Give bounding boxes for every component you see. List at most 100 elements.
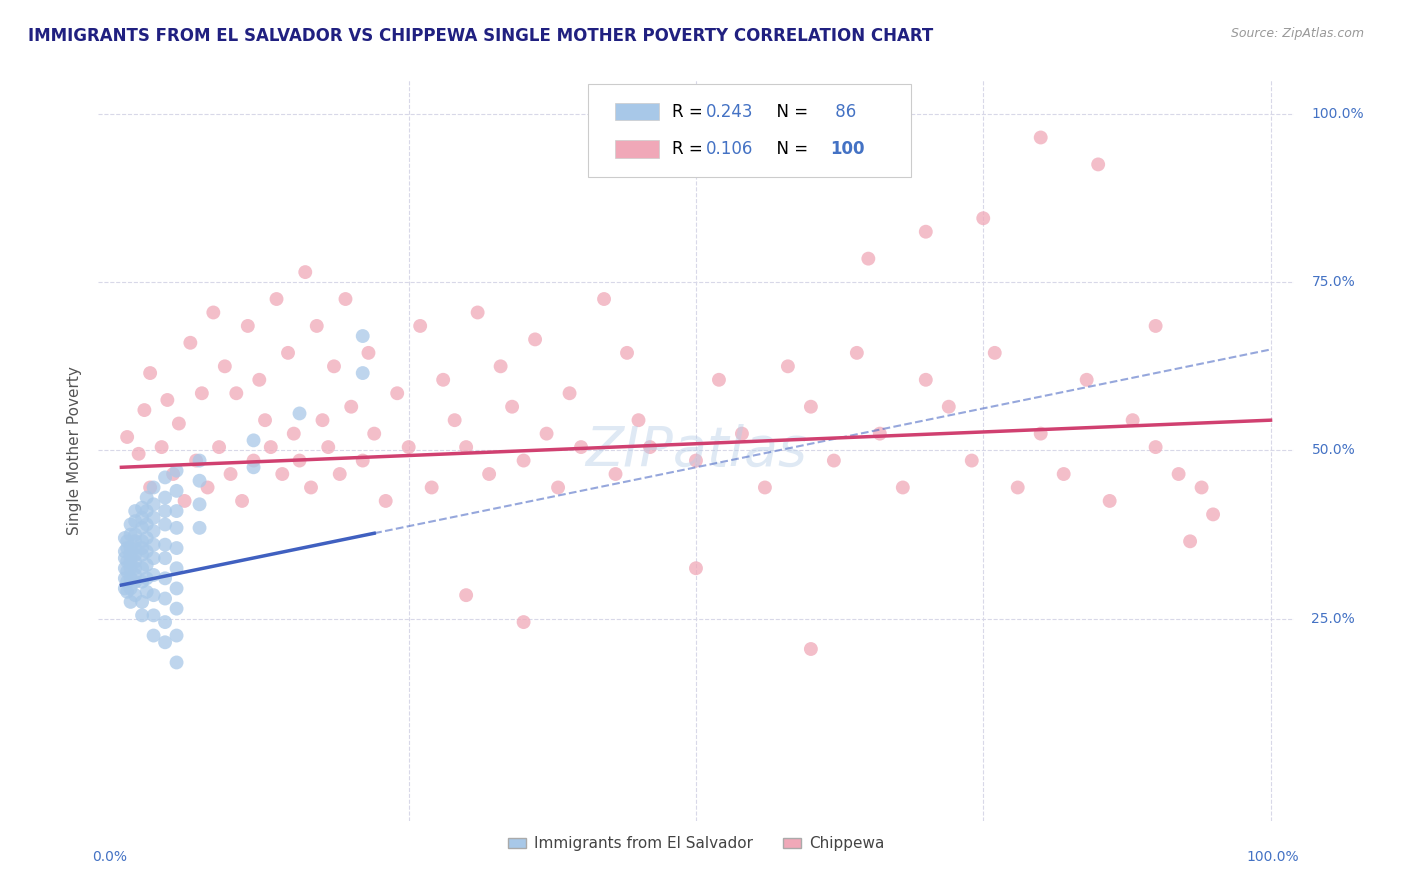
Point [1191, 480, 1213, 494]
Point [179, 335, 201, 350]
Point [188, 474, 211, 488]
Point [214, 359, 236, 374]
Point [131, 595, 153, 609]
Point [134, 403, 156, 417]
Point [569, 440, 592, 454]
Point [166, 504, 188, 518]
Point [131, 548, 153, 562]
Point [114, 571, 136, 585]
Point [869, 426, 891, 441]
Point [131, 608, 153, 623]
Point [131, 510, 153, 524]
Point [131, 574, 153, 589]
Point [124, 568, 146, 582]
Point [357, 346, 380, 360]
Point [124, 541, 146, 555]
Point [558, 386, 581, 401]
Point [135, 584, 157, 599]
Point [316, 440, 339, 454]
Point [914, 373, 936, 387]
Point [142, 480, 165, 494]
Point [329, 467, 352, 481]
Point [385, 386, 409, 401]
Point [254, 413, 277, 427]
Point [456, 440, 478, 454]
Point [685, 453, 707, 467]
Point [845, 346, 868, 360]
Point [536, 426, 558, 441]
Point [1144, 440, 1167, 454]
Point [512, 453, 534, 467]
Point [166, 464, 188, 478]
Point [627, 413, 650, 427]
Point [271, 467, 294, 481]
Point [247, 373, 270, 387]
Point [166, 483, 188, 498]
Point [352, 453, 374, 467]
Point [800, 642, 823, 657]
Point [124, 534, 146, 549]
Point [120, 554, 142, 569]
Point [432, 373, 454, 387]
Point [616, 346, 638, 360]
Point [166, 561, 188, 575]
Point [135, 517, 157, 532]
Text: 50.0%: 50.0% [1312, 443, 1355, 458]
Point [142, 510, 165, 524]
Text: R =: R = [672, 140, 709, 158]
Text: N =: N = [765, 140, 813, 158]
Point [131, 561, 153, 575]
Point [139, 366, 162, 380]
Point [150, 440, 173, 454]
Point [115, 584, 138, 599]
Point [162, 467, 184, 481]
Point [374, 494, 396, 508]
Point [1122, 413, 1144, 427]
Point [135, 491, 157, 505]
FancyBboxPatch shape [614, 103, 659, 120]
Text: 86: 86 [830, 103, 856, 120]
Point [114, 561, 136, 575]
Point [135, 544, 157, 558]
Point [115, 554, 138, 569]
Point [188, 497, 211, 511]
Text: IMMIGRANTS FROM EL SALVADOR VS CHIPPEWA SINGLE MOTHER POVERTY CORRELATION CHART: IMMIGRANTS FROM EL SALVADOR VS CHIPPEWA … [28, 27, 934, 45]
Point [135, 531, 157, 545]
Legend: Immigrants from El Salvador, Chippewa: Immigrants from El Salvador, Chippewa [502, 830, 890, 857]
Point [242, 434, 264, 448]
Point [124, 504, 146, 518]
Point [142, 497, 165, 511]
Point [776, 359, 799, 374]
Point [153, 591, 176, 606]
Point [142, 551, 165, 566]
Point [305, 318, 328, 333]
Point [242, 453, 264, 467]
Point [142, 588, 165, 602]
Point [135, 571, 157, 585]
Point [1053, 467, 1076, 481]
Point [153, 551, 176, 566]
Point [914, 225, 936, 239]
Point [114, 544, 136, 558]
Point [478, 467, 501, 481]
Point [120, 517, 142, 532]
Point [166, 656, 188, 670]
Point [166, 628, 188, 642]
Point [443, 413, 465, 427]
Point [188, 521, 211, 535]
Point [124, 561, 146, 575]
Text: 0.106: 0.106 [706, 140, 754, 158]
Point [120, 571, 142, 585]
Point [288, 453, 311, 467]
Point [173, 494, 195, 508]
Point [1029, 426, 1052, 441]
Point [352, 366, 374, 380]
Point [184, 453, 207, 467]
Point [115, 574, 138, 589]
Point [166, 541, 188, 555]
Text: 75.0%: 75.0% [1312, 276, 1355, 289]
Point [1098, 494, 1121, 508]
Point [638, 440, 661, 454]
Text: 25.0%: 25.0% [1312, 612, 1355, 625]
Point [340, 400, 363, 414]
